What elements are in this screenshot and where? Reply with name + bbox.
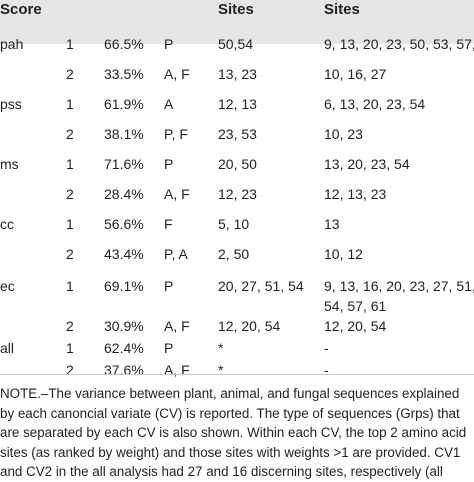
note-line: are separated by each CV is also shown. … (0, 425, 467, 440)
table-header: Score Sites Sites (0, 0, 474, 44)
cv-cell: 1 (66, 36, 74, 52)
cv-cell: 2 (66, 186, 74, 202)
top-sites-cell: * (218, 340, 224, 356)
table-note: NOTE.–The variance between plant, animal… (0, 384, 474, 482)
groups-cell: P (164, 278, 174, 294)
cv-cell: 1 (66, 278, 74, 294)
cv-cell: 1 (66, 96, 74, 112)
score-cell: ec (0, 278, 15, 294)
groups-cell: A, F (164, 186, 190, 202)
header-sites-all: Sites (324, 1, 360, 18)
groups-cell: A (164, 96, 174, 112)
groups-cell: P, F (164, 126, 188, 142)
cv-cell: 2 (66, 66, 74, 82)
weighted-sites-cell: 12, 13, 23 (324, 186, 387, 202)
variance-cell: 61.9% (104, 96, 144, 112)
cv-cell: 2 (66, 318, 74, 334)
groups-cell: A, F (164, 318, 190, 334)
header-sites-top: Sites (218, 1, 254, 18)
variance-cell: 37.6% (104, 362, 144, 378)
groups-cell: P, A (164, 246, 188, 262)
top-sites-cell: 12, 20, 54 (218, 318, 281, 334)
score-cell: ms (0, 156, 19, 172)
variance-cell: 43.4% (104, 246, 144, 262)
groups-cell: P (164, 36, 174, 52)
note-line: and CV2 in the all analysis had 27 and 1… (0, 464, 443, 479)
variance-cell: 38.1% (104, 126, 144, 142)
weighted-sites-cell: - (324, 362, 329, 378)
weighted-sites-cell: 12, 20, 54 (324, 318, 387, 334)
cv-cell: 2 (66, 246, 74, 262)
cv-cell: 2 (66, 126, 74, 142)
note-line: sites (as ranked by weight) and those si… (0, 444, 461, 460)
variance-cell: 69.1% (104, 278, 144, 294)
score-cell: all (0, 340, 15, 356)
note-line: NOTE.–The variance between plant, animal… (0, 386, 460, 401)
score-cell: cc (0, 216, 14, 232)
weighted-sites-cell: 13 (324, 216, 340, 232)
weighted-sites-cell: 13, 20, 23, 54 (324, 156, 410, 172)
top-sites-cell: 20, 50 (218, 156, 257, 172)
top-sites-cell: 23, 53 (218, 126, 257, 142)
variance-cell: 62.4% (104, 340, 144, 356)
groups-cell: P (164, 340, 174, 356)
note-line: by each canoncial variate (CV) is report… (0, 405, 460, 421)
score-cell: pah (0, 36, 24, 52)
weighted-sites-cell: 10, 16, 27 (324, 66, 387, 82)
variance-cell: 33.5% (104, 66, 144, 82)
variance-cell: 56.6% (104, 216, 144, 232)
cv-cell: 2 (66, 362, 74, 378)
weighted-sites-cell: 10, 23 (324, 126, 363, 142)
top-sites-cell: 2, 50 (218, 246, 250, 262)
weighted-sites-cell: 9, 13, 16, 20, 23, 27, 51, (324, 278, 474, 294)
weighted-sites-cell: - (324, 340, 329, 356)
cv-cell: 1 (66, 216, 74, 232)
weighted-sites-cell: 54, 57, 61 (324, 298, 387, 314)
header-score: Score (0, 1, 42, 18)
weighted-sites-cell: 9, 13, 20, 23, 50, 53, 57, 61 (324, 36, 474, 52)
cv-cell: 1 (66, 156, 74, 172)
table-bottom-rule (0, 374, 474, 375)
top-sites-cell: 12, 13 (218, 96, 257, 112)
variance-cell: 30.9% (104, 318, 144, 334)
score-cell: pss (0, 96, 22, 112)
weighted-sites-cell: 6, 13, 20, 23, 54 (324, 96, 426, 112)
top-sites-cell: 13, 23 (218, 66, 257, 82)
groups-cell: A, F (164, 362, 190, 378)
variance-cell: 66.5% (104, 36, 144, 52)
variance-cell: 28.4% (104, 186, 144, 202)
cv-cell: 1 (66, 340, 74, 356)
groups-cell: A, F (164, 66, 190, 82)
variance-cell: 71.6% (104, 156, 144, 172)
top-sites-cell: 5, 10 (218, 216, 250, 232)
top-sites-cell: 12, 23 (218, 186, 257, 202)
weighted-sites-cell: 10, 12 (324, 246, 363, 262)
top-sites-cell: * (218, 362, 224, 378)
groups-cell: P (164, 156, 174, 172)
top-sites-cell: 50,54 (218, 36, 254, 52)
top-sites-cell: 20, 27, 51, 54 (218, 278, 304, 294)
groups-cell: F (164, 216, 173, 232)
